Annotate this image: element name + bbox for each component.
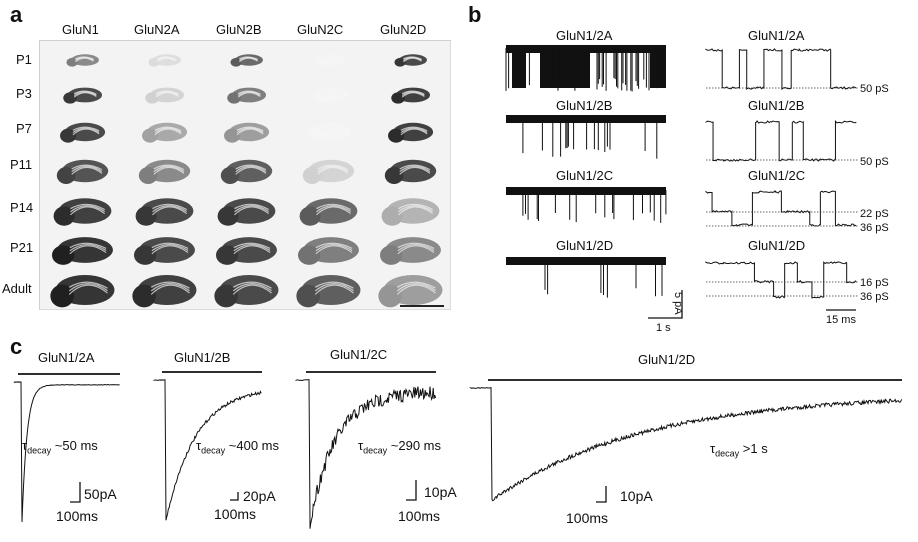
current-trace-2d (469, 379, 903, 502)
conductance-label-2b: 50 pS (860, 156, 889, 168)
brain-section-image (40, 229, 123, 268)
brain-section-image (122, 229, 205, 268)
brain-section-image (122, 111, 205, 150)
row-label-p3: P3 (16, 86, 32, 101)
scale-y-2d: 10pA (620, 488, 653, 504)
channel-trace-right (705, 189, 858, 227)
column-label-glun2d: GluN2D (380, 22, 427, 37)
scale-bar-2a (70, 482, 81, 503)
row-label-p14: P14 (10, 200, 34, 215)
brain-section-image (122, 41, 205, 76)
brain-section-image (286, 189, 369, 230)
row-label-p7: P7 (16, 121, 32, 136)
channel-trace-right (705, 47, 858, 91)
row-label-adult: Adult (2, 281, 32, 296)
brain-section-image (286, 229, 369, 268)
c-trace-label-2c: GluN1/2C (330, 347, 388, 362)
brain-section-image (368, 229, 451, 268)
conductance-label-2c-22: 22 pS (860, 208, 889, 220)
right-trace-label-2b: GluN1/2B (748, 98, 805, 113)
brain-section-image (204, 75, 287, 112)
scale-x-2a: 100ms (56, 508, 99, 524)
scale-y-2c: 10pA (424, 484, 457, 500)
row-label-p11: P11 (10, 157, 33, 172)
brain-section-image (368, 111, 451, 150)
brain-section-image (40, 149, 123, 190)
channel-trace-left (506, 187, 667, 223)
brain-section-image (286, 41, 369, 76)
column-label-glun2b: GluN2B (216, 22, 262, 37)
brain-section-image (122, 149, 205, 190)
channel-trace-right (705, 119, 858, 162)
channel-trace-left (506, 257, 666, 298)
c-trace-label-2b: GluN1/2B (174, 350, 231, 365)
scale-x-2c: 100ms (398, 508, 441, 524)
channel-trace-right (705, 261, 858, 299)
brain-section-image (40, 75, 123, 112)
brain-section-image (368, 189, 451, 230)
brain-section-image (286, 267, 369, 310)
channel-trace-left (505, 45, 666, 92)
tau-decay-2a: τdecay ~50 ms (22, 438, 98, 456)
panel-a-letter: a (10, 2, 23, 27)
brain-section-image (40, 267, 123, 310)
right-trace-label-2d: GluN1/2D (748, 238, 806, 253)
brain-section-image (122, 189, 205, 230)
brain-section-image (286, 111, 369, 150)
scale-bar-2b (230, 492, 239, 501)
brain-section-image (122, 75, 205, 112)
brain-section-image (40, 41, 123, 76)
brain-section-image (368, 41, 451, 76)
c-trace-label-2d: GluN1/2D (638, 352, 696, 367)
scale-x-2b: 100ms (214, 506, 257, 522)
c-trace-label-2a: GluN1/2A (38, 350, 95, 365)
left-trace-label-2a: GluN1/2A (556, 28, 613, 43)
scale-label-1s: 1 s (656, 322, 671, 334)
conductance-label-2d-16: 16 pS (860, 277, 889, 289)
scale-bar-left (648, 290, 683, 319)
conductance-label-2d-36: 36 pS (860, 291, 889, 303)
current-trace-2a (13, 373, 120, 523)
left-trace-label-2d: GluN1/2D (556, 238, 614, 253)
left-trace-label-2b: GluN1/2B (556, 98, 613, 113)
column-label-glun1: GluN1 (62, 22, 99, 37)
brain-section-image (40, 189, 123, 230)
scale-bar-2d (596, 486, 607, 503)
brain-section-image (286, 149, 369, 190)
tau-decay-2b: τdecay ~400 ms (196, 438, 280, 456)
panel-c-letter: c (10, 334, 23, 359)
conductance-label-2a: 50 pS (860, 83, 889, 95)
brain-section-grid (39, 40, 451, 310)
channel-trace-left (506, 115, 666, 159)
right-trace-label-2c: GluN1/2C (748, 168, 806, 183)
brain-section-image (204, 189, 287, 230)
panel-b-letter: b (468, 2, 482, 27)
scale-bar-2c (406, 480, 417, 501)
row-label-p21: P21 (10, 240, 34, 255)
current-trace-2b (153, 371, 262, 521)
brain-section-image (368, 149, 451, 190)
column-label-glun2c: GluN2C (297, 22, 344, 37)
current-trace-2c (295, 371, 437, 529)
scale-y-2a: 50pA (84, 486, 117, 502)
right-trace-label-2a: GluN1/2A (748, 28, 805, 43)
brain-section-image (204, 267, 287, 310)
tau-decay-2d: τdecay >1 s (710, 441, 768, 459)
scale-bar (400, 305, 444, 307)
conductance-label-2c-36: 36 pS (860, 222, 889, 234)
brain-section-image (368, 267, 451, 310)
brain-section-image (122, 267, 205, 310)
row-label-p1: P1 (16, 52, 32, 67)
left-trace-label-2c: GluN1/2C (556, 168, 614, 183)
scale-y-2b: 20pA (243, 488, 276, 504)
scale-x-2d: 100ms (566, 510, 609, 526)
scale-label-15ms: 15 ms (826, 314, 856, 326)
column-label-glun2a: GluN2A (134, 22, 180, 37)
tau-decay-2c: τdecay ~290 ms (358, 438, 442, 456)
